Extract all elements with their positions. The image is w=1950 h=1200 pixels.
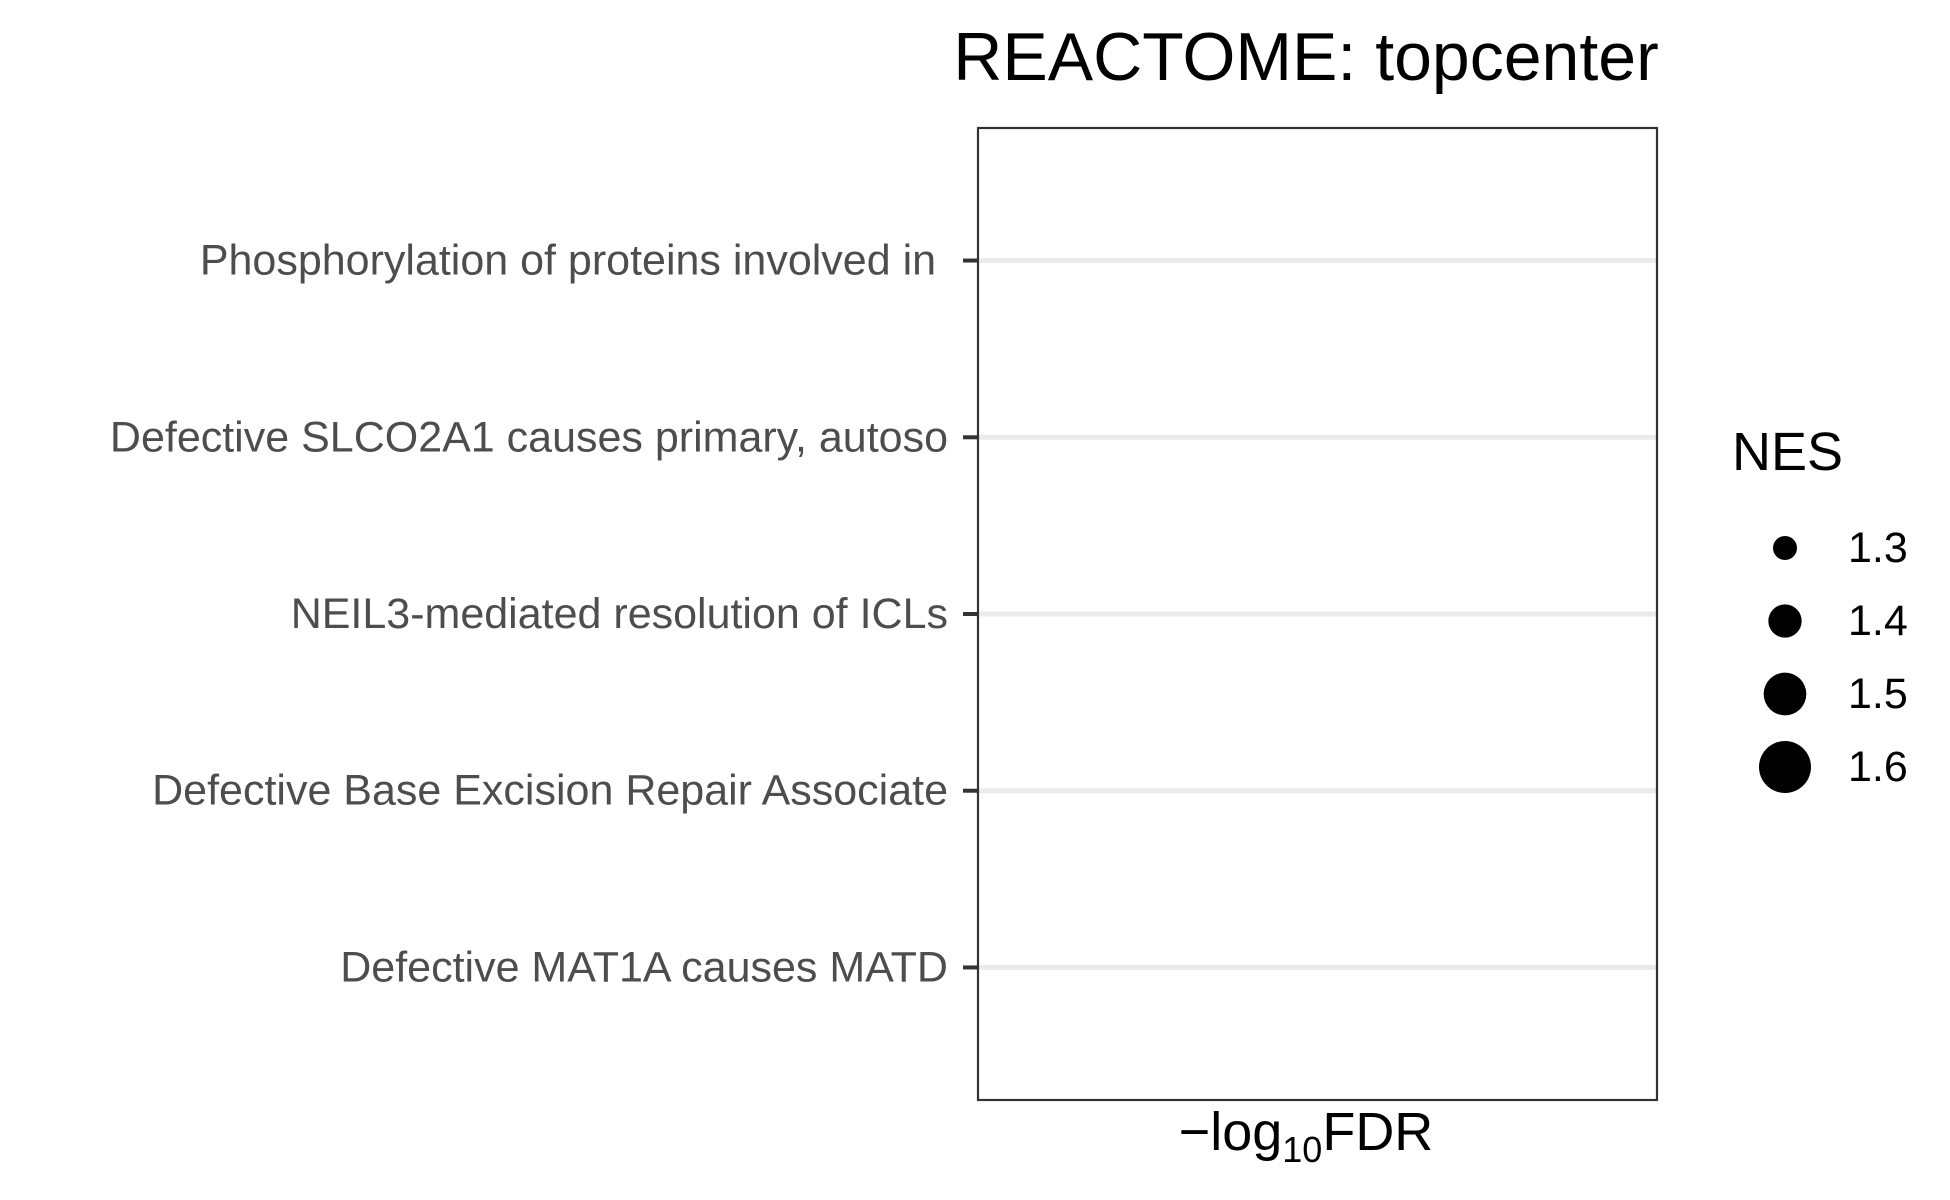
legend-size-key <box>1773 536 1797 560</box>
y-tick-label: Defective SLCO2A1 causes primary, autoso <box>110 413 948 461</box>
plot-panel-border <box>976 126 1659 1102</box>
x-axis-label: −log10FDR <box>1179 1102 1434 1170</box>
legend-size-label: 1.4 <box>1848 597 1908 645</box>
plot-panel: Defective MAT1A causes MATD Defective Bas… <box>110 126 1659 1102</box>
legend-size-label: 1.6 <box>1848 743 1908 791</box>
x-axis-label-prefix: −log <box>1179 1102 1283 1162</box>
legend-size-label: 1.5 <box>1848 670 1908 718</box>
legend-size-label: 1.3 <box>1848 524 1908 572</box>
legend-size-key <box>1759 741 1811 793</box>
chart-title: REACTOME: topcenter <box>953 19 1658 95</box>
y-tick-label: NEIL3-mediated resolution of ICLs <box>291 590 948 638</box>
legend-size-key <box>1763 672 1807 716</box>
legend-title: NES <box>1732 422 1843 482</box>
y-tick-label: Defective Base Excision Repair Associate <box>152 767 948 815</box>
x-axis-label-subscript: 10 <box>1282 1129 1322 1170</box>
legend-size-key <box>1768 604 1802 638</box>
x-axis-label-suffix: FDR <box>1322 1102 1433 1162</box>
y-tick-label: Defective MAT1A causes MATD <box>340 943 948 991</box>
size-legend: NES 1.3 1.4 1.5 1.6 <box>1732 422 1908 793</box>
y-tick-label: Phosphorylation of proteins involved in <box>200 237 948 285</box>
